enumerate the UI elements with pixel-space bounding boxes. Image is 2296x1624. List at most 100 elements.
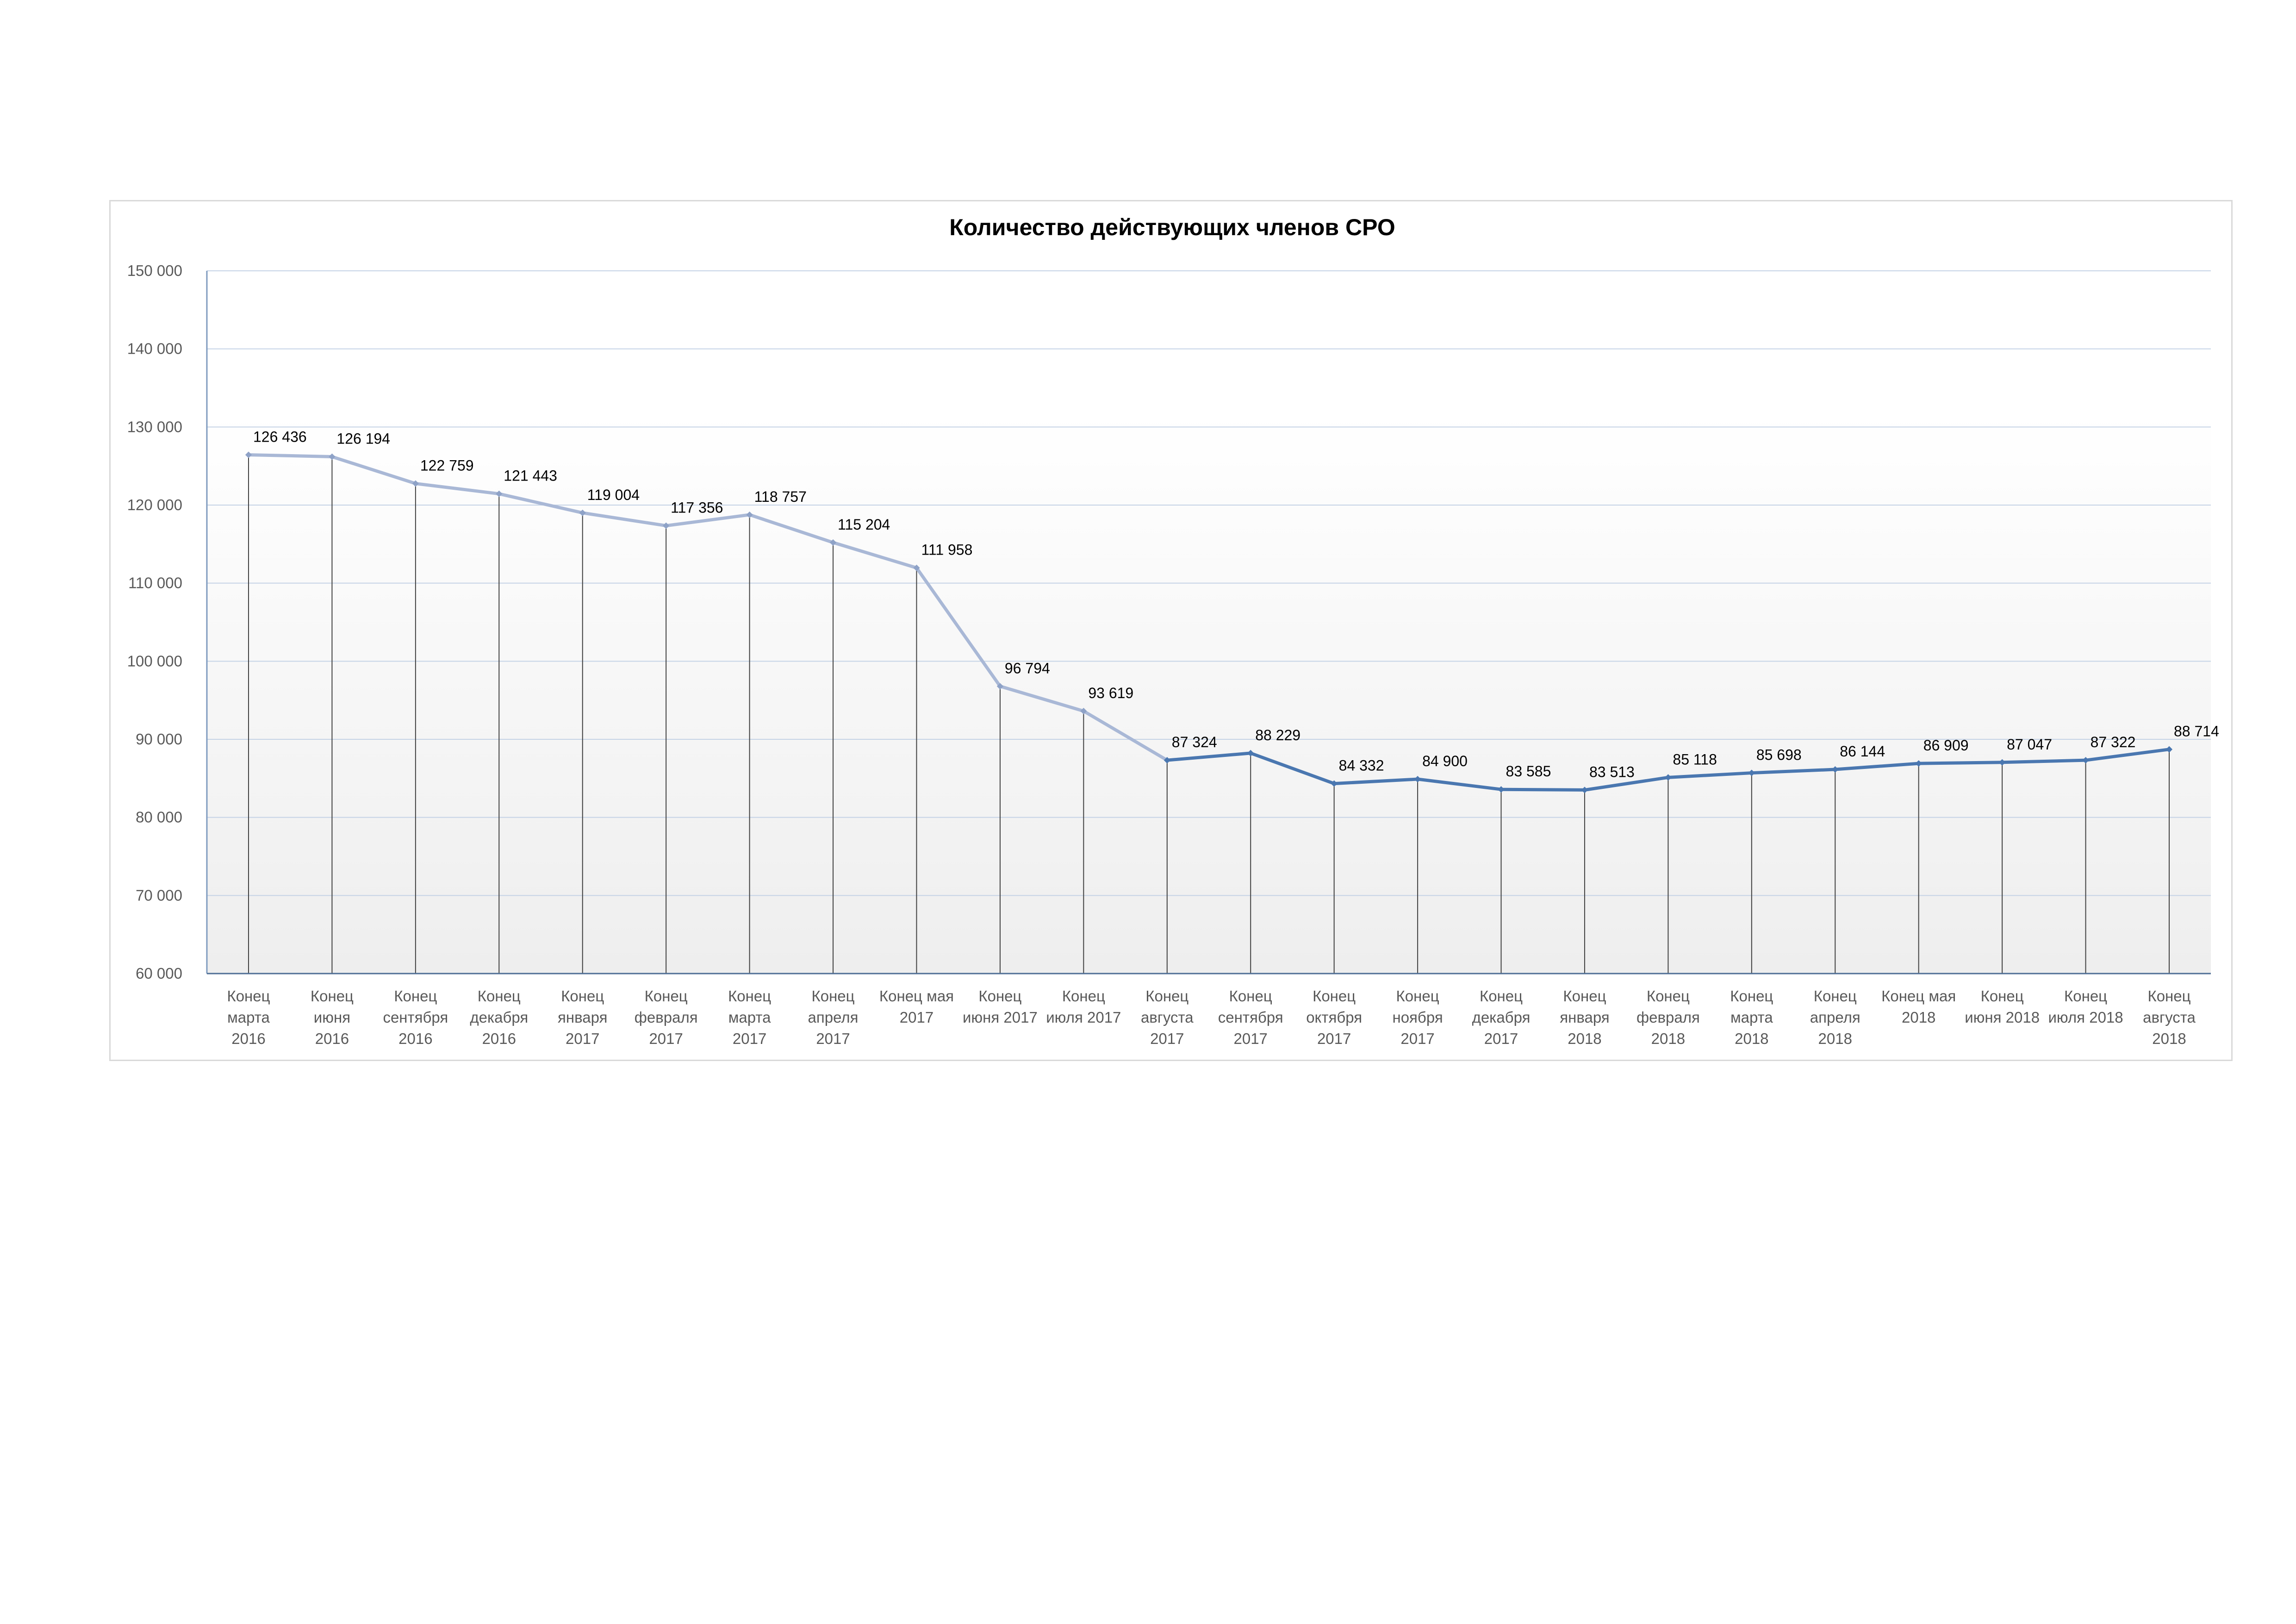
x-tick-line: 2017 [566, 1030, 599, 1047]
data-label: 85 698 [1756, 747, 1802, 763]
x-tick-line: января [1560, 1009, 1609, 1026]
x-tick-line: Конец [1730, 987, 1773, 1005]
plot-area [207, 271, 2211, 974]
data-label: 84 332 [1339, 757, 1384, 774]
line-chart: Количество действующих членов СРО 60 000… [127, 214, 2219, 1047]
line-segment [1500, 787, 1587, 792]
x-tick-line: Конец [394, 987, 437, 1005]
data-label: 111 958 [921, 542, 972, 558]
x-tick-line: января [558, 1009, 607, 1026]
x-tick-line: 2017 [816, 1030, 850, 1047]
data-point [913, 564, 920, 571]
x-tick-line: июня [314, 1009, 350, 1026]
data-point [829, 539, 837, 546]
axes [206, 271, 2211, 974]
x-tick-line: 2017 [1234, 1030, 1268, 1047]
line-segment [581, 511, 668, 528]
x-tick-line: Конец [1313, 987, 1356, 1005]
x-tick-label: Конец декабря 2017 [1472, 987, 1531, 1047]
x-tick-line: марта [728, 1009, 771, 1026]
y-tick-label: 60 000 [136, 965, 182, 982]
x-tick-line: 2018 [1651, 1030, 1685, 1047]
x-tick-label: Конец марта 2018 [1730, 987, 1773, 1047]
x-tick-label: Конец января 2018 [1560, 987, 1609, 1047]
x-tick-line: Конец [478, 987, 521, 1005]
data-label: 84 900 [1422, 753, 1468, 769]
x-tick-label: Конец сентября 2016 [383, 987, 448, 1047]
x-tick-line: декабря [1472, 1009, 1531, 1026]
x-tick-line: 2017 [1400, 1030, 1434, 1047]
line-segment [414, 481, 501, 496]
data-point [1915, 760, 1922, 767]
y-tick-label: 150 000 [127, 262, 182, 279]
x-tick-line: 2017 [1317, 1030, 1351, 1047]
chart-title: Количество действующих членов СРО [949, 214, 1395, 240]
data-label: 83 585 [1506, 763, 1551, 780]
x-tick-line: 2017 [649, 1030, 683, 1047]
x-tick-label: Конец февраля 2018 [1636, 987, 1700, 1047]
y-tick-label: 110 000 [128, 575, 182, 592]
data-point [245, 451, 252, 458]
x-tick-line: Конец [728, 987, 771, 1005]
data-label: 117 356 [671, 500, 723, 516]
x-tick-label: Конец июня 2016 [311, 987, 354, 1047]
x-tick-line: февраля [1636, 1009, 1700, 1026]
x-tick-line: Конец [1647, 987, 1690, 1005]
x-tick-line: Конец [2147, 987, 2190, 1005]
x-tick-label: Конец июня 2018 [1965, 987, 2040, 1026]
x-tick-line: Конец [1396, 987, 1439, 1005]
x-tick-line: Конец [978, 987, 1021, 1005]
x-tick-label: Конец августа 2017 [1141, 987, 1194, 1047]
x-tick-label: Конец сентября 2017 [1218, 987, 1283, 1047]
x-tick-line: Конец [812, 987, 855, 1005]
y-tick-label: 100 000 [127, 652, 182, 669]
x-tick-line: Конец [2064, 987, 2107, 1005]
data-label: 86 144 [1840, 743, 1885, 760]
line-segment [1917, 761, 2004, 765]
data-point [412, 480, 419, 487]
x-tick-label: Конец ноября 2017 [1392, 987, 1443, 1047]
x-tick-line: июля 2017 [1046, 1009, 1121, 1026]
gridlines [207, 270, 2211, 896]
x-tick-line: марта [227, 1009, 270, 1026]
x-tick-line: 2018 [1735, 1030, 1768, 1047]
x-axis-ticks: Конец марта 2016 Конец июня 2016 Конец сентября… [227, 987, 2196, 1047]
data-label: 122 759 [420, 457, 474, 474]
x-tick-line: октября [1306, 1009, 1362, 1026]
data-label: 88 229 [1255, 727, 1300, 743]
line-segment [1416, 777, 1503, 791]
x-tick-line: 2017 [733, 1030, 766, 1047]
line-segment [1249, 751, 1336, 786]
data-label: 88 714 [2174, 723, 2219, 740]
x-tick-line: Конец [311, 987, 354, 1005]
x-tick-label: Конец марта 2016 [227, 987, 270, 1047]
y-tick-label: 80 000 [136, 809, 182, 826]
x-tick-line: Конец [561, 987, 604, 1005]
line-segment [1165, 751, 1252, 762]
y-tick-label: 120 000 [127, 496, 182, 513]
data-label: 87 324 [1172, 734, 1217, 750]
x-tick-line: Конец [1062, 987, 1105, 1005]
data-point [329, 453, 336, 460]
x-tick-label: Конец июля 2017 [1046, 987, 1121, 1026]
y-tick-label: 140 000 [127, 340, 182, 357]
y-axis-ticks: 60 000 70 000 80 000 90 000 100 000 110 000 12… [127, 262, 182, 982]
data-label: 119 004 [587, 487, 640, 503]
y-tick-label: 70 000 [136, 887, 182, 904]
line-segment [1833, 762, 1921, 771]
data-label: 126 436 [253, 428, 307, 445]
data-label: 121 443 [504, 468, 557, 484]
x-tick-label: Конец февраля 2017 [635, 987, 698, 1047]
data-point [663, 522, 670, 529]
data-label: 96 794 [1005, 660, 1050, 676]
x-tick-label: Конец апреля 2017 [808, 987, 859, 1047]
x-tick-label: Конец января 2017 [558, 987, 607, 1047]
line-segment [1332, 777, 1419, 786]
data-point [496, 490, 503, 497]
x-tick-line: июня 2018 [1965, 1009, 2040, 1026]
x-tick-line: 2018 [1818, 1030, 1852, 1047]
x-tick-line: 2018 [2152, 1030, 2186, 1047]
x-tick-label: Конец мая 2018 [1881, 987, 1956, 1026]
y-tick-label: 130 000 [127, 418, 182, 435]
x-tick-label: Конец октября 2017 [1306, 987, 1362, 1047]
